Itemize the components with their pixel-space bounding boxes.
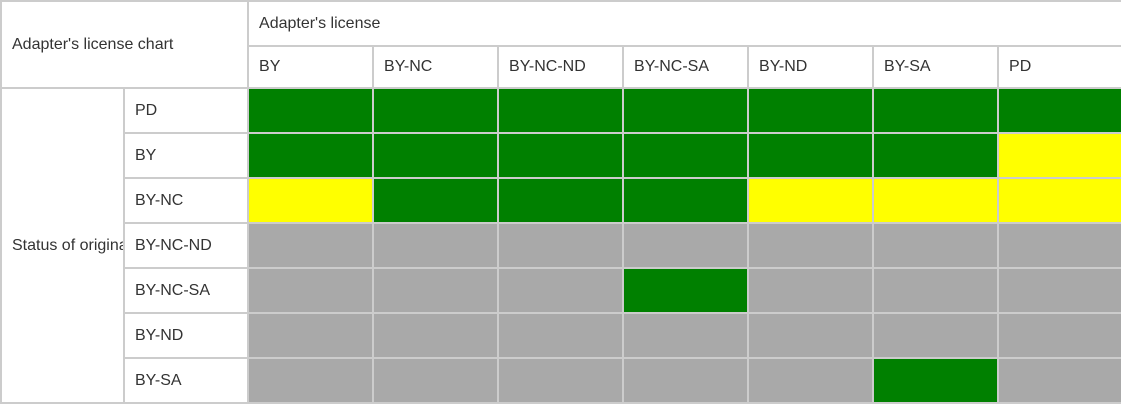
header-row-top: Adapter's license chart Adapter's licens… <box>0 0 1121 89</box>
matrix-cell <box>747 222 875 269</box>
matrix-cell <box>372 222 500 269</box>
matrix-cell <box>497 312 625 359</box>
matrix-cell <box>747 267 875 314</box>
matrix-cell <box>872 222 1000 269</box>
column-header-by-nd: BY-ND <box>747 45 875 89</box>
matrix-cell <box>372 177 500 224</box>
row-header-by-nc-sa: BY-NC-SA <box>122 267 250 314</box>
row-header-by-nd: BY-ND <box>122 312 250 359</box>
column-header-by-sa: BY-SA <box>872 45 1000 89</box>
matrix-cell <box>247 222 375 269</box>
matrix-cell <box>497 222 625 269</box>
matrix-cell <box>747 357 875 404</box>
table-row-by-sa: BY-SA <box>1 357 1121 404</box>
matrix-cell <box>747 312 875 359</box>
matrix-cell <box>372 132 500 179</box>
matrix-cell <box>872 132 1000 179</box>
matrix-cell <box>747 132 875 179</box>
matrix-cell <box>872 357 1000 404</box>
matrix-cell <box>997 222 1121 269</box>
matrix-cell <box>622 132 750 179</box>
matrix-cell <box>622 87 750 134</box>
chart-title: Adapter's license chart <box>0 0 250 89</box>
matrix-cell <box>247 132 375 179</box>
matrix-cell <box>497 132 625 179</box>
matrix-cell <box>372 267 500 314</box>
matrix-cell <box>997 87 1121 134</box>
matrix-cell <box>247 87 375 134</box>
matrix-cell <box>497 267 625 314</box>
matrix-cell <box>247 267 375 314</box>
row-header-pd: PD <box>122 87 250 134</box>
column-axis-label: Adapter's license <box>247 0 1121 47</box>
matrix-cell <box>247 357 375 404</box>
matrix-cell <box>997 132 1121 179</box>
row-header-by-nc: BY-NC <box>122 177 250 224</box>
matrix-cell <box>622 357 750 404</box>
table-row-by-nc: BY-NC <box>1 177 1121 224</box>
matrix-cell <box>747 87 875 134</box>
column-header-by-nc-sa: BY-NC-SA <box>622 45 750 89</box>
column-header-pd: PD <box>997 45 1121 89</box>
matrix-cell <box>872 87 1000 134</box>
matrix-cell <box>622 312 750 359</box>
column-header-by-nc: BY-NC <box>372 45 500 89</box>
table-row-by-nd: BY-ND <box>1 312 1121 359</box>
matrix-cell <box>372 87 500 134</box>
column-header-by-nc-nd: BY-NC-ND <box>497 45 625 89</box>
table-row-pd: Status of original work PD <box>0 87 1121 404</box>
table-row-by: BY <box>1 132 1121 179</box>
matrix-cell <box>872 177 1000 224</box>
header-row-columns: BY BY-NC BY-NC-ND BY-NC-SA BY-ND BY-SA P… <box>1 45 1121 89</box>
row-header-by-nc-nd: BY-NC-ND <box>122 222 250 269</box>
matrix-cell <box>872 267 1000 314</box>
matrix-cell <box>622 177 750 224</box>
row-header-by-sa: BY-SA <box>122 357 250 404</box>
matrix-cell <box>747 177 875 224</box>
table-row-by-nc-nd: BY-NC-ND <box>1 222 1121 269</box>
matrix-cell <box>997 267 1121 314</box>
matrix-cell <box>372 357 500 404</box>
matrix-cell <box>372 312 500 359</box>
matrix-cell <box>622 267 750 314</box>
matrix-cell <box>997 312 1121 359</box>
matrix-cell <box>247 312 375 359</box>
matrix-cell <box>497 87 625 134</box>
row-header-by: BY <box>122 132 250 179</box>
matrix-cell <box>497 177 625 224</box>
matrix-cell <box>997 177 1121 224</box>
row-axis-label: Status of original work <box>0 87 125 404</box>
table-row-by-nc-sa: BY-NC-SA <box>1 267 1121 314</box>
matrix-cell <box>247 177 375 224</box>
matrix-cell <box>997 357 1121 404</box>
column-header-by: BY <box>247 45 375 89</box>
matrix-cell <box>622 222 750 269</box>
matrix-cell <box>872 312 1000 359</box>
matrix-cell <box>497 357 625 404</box>
